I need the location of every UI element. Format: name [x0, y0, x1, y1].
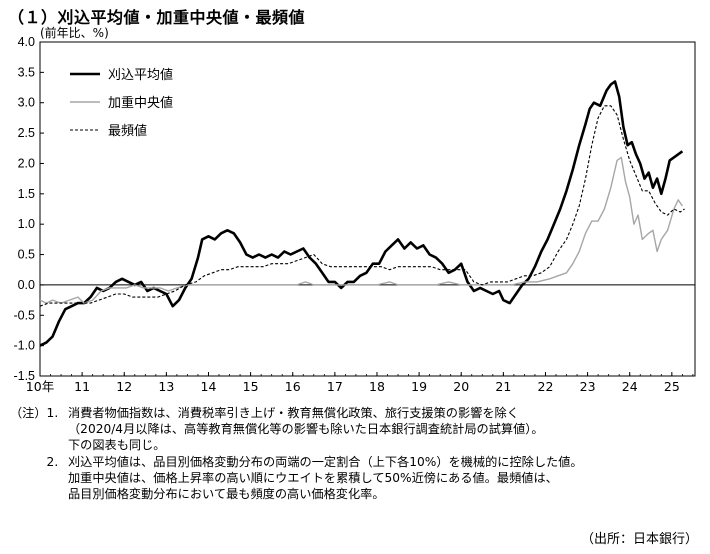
notes: （注）1. 消費者物価指数は、消費税率引き上げ・教育無償化政策、旅行支援策の影響…: [10, 405, 704, 502]
plot-frame: [39, 41, 696, 377]
note-1-line-1: 消費者物価指数は、消費税率引き上げ・教育無償化政策、旅行支援策の影響を除く: [68, 406, 519, 420]
y-tick-label: -1.0: [13, 339, 35, 353]
x-tick-label: 10年: [26, 379, 54, 394]
y-tick-label: -1.5: [13, 369, 35, 383]
y-tick-label: -0.5: [13, 308, 35, 322]
note-2-line-1: 刈込平均値は、品目別価格変動分布の両端の一定割合（上下各10%）を機械的に控除し…: [68, 454, 583, 469]
chart-area: 4.03.53.02.52.01.51.00.50.0-0.5-1.0-1.51…: [13, 35, 696, 394]
note-1-line-2: （2020/4月以降は、高等教育無償化等の影響も除いた日本銀行調査統計局の試算値…: [68, 422, 544, 437]
legend-label-3: 最頻値: [108, 123, 147, 139]
x-tick-label: 24: [622, 379, 638, 394]
x-tick-label: 11: [74, 379, 90, 394]
x-tick-label: 16: [285, 379, 301, 394]
y-tick-label: 4.0: [18, 35, 35, 49]
series-line-3: [39, 105, 685, 307]
note-2-line-3: 品目別価格変動分布において最も頻度の高い価格変化率。: [68, 487, 385, 502]
x-tick-label: 12: [116, 379, 132, 394]
y-tick-label: 2.0: [18, 156, 35, 170]
y-tick-label: 3.5: [18, 65, 35, 79]
x-tick-label: 13: [158, 379, 174, 394]
x-tick-label: 18: [369, 379, 385, 394]
x-tick-label: 14: [201, 379, 217, 394]
note-1-head: （注）1.: [10, 406, 59, 420]
y-axis-unit-label: (前年比、%): [40, 26, 109, 40]
y-tick-label: 2.5: [18, 126, 35, 140]
legend-label-1: 刈込平均値: [108, 67, 173, 83]
y-tick-label: 1.0: [18, 217, 35, 231]
note-2-head: 2.: [10, 454, 59, 469]
x-tick-label: 20: [453, 379, 469, 394]
x-tick-label: 15: [243, 379, 259, 394]
note-1: （注）1. 消費者物価指数は、消費税率引き上げ・教育無償化政策、旅行支援策の影響…: [10, 405, 704, 454]
note-2: 2. 刈込平均値は、品目別価格変動分布の両端の一定割合（上下各10%）を機械的に…: [10, 454, 704, 503]
x-tick-label: 19: [411, 379, 427, 394]
note-1-line-3: 下の図表も同じ。: [68, 438, 166, 453]
series-line-1: [39, 80, 684, 347]
y-tick-label: 0.5: [18, 248, 35, 262]
x-tick-label: 22: [538, 379, 554, 394]
y-tick-label: 1.5: [18, 187, 35, 201]
series-line-2: [39, 156, 683, 304]
chart-title: （１）刈込平均値・加重中央値・最頻値: [8, 8, 306, 27]
x-tick-label: 25: [664, 379, 680, 394]
note-2-line-2: 加重中央値は、価格上昇率の高い順にウエイトを累積して50%近傍にある値。最頻値は…: [68, 470, 558, 485]
x-tick-label: 23: [580, 379, 596, 394]
y-tick-label: 0.0: [18, 278, 35, 292]
y-tick-label: 3.0: [18, 96, 35, 110]
source-label: （出所：日本銀行）: [580, 532, 698, 547]
x-tick-label: 17: [327, 379, 343, 394]
x-tick-label: 21: [495, 379, 511, 394]
legend-label-2: 加重中央値: [108, 95, 173, 111]
